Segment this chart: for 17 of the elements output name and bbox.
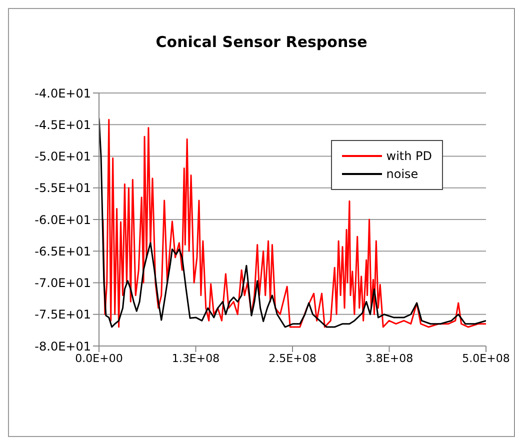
y-tick-label: -5.5E+01 <box>34 181 91 196</box>
x-tick-label: 5.0E+08 <box>462 352 510 365</box>
chart-title: Conical Sensor Response <box>154 32 368 53</box>
y-tick-label: -4.0E+01 <box>34 86 91 100</box>
legend-label: with PD <box>386 149 432 163</box>
y-tick-label: -6.0E+01 <box>34 212 91 227</box>
x-tick-label: 0.0E+00 <box>75 352 123 365</box>
y-tick-label: -8.0E+01 <box>34 339 91 354</box>
x-tick-label: 3.8E+08 <box>365 352 414 365</box>
y-tick-label: -5.0E+01 <box>34 150 91 164</box>
legend-label: noise <box>386 167 418 181</box>
y-tick-label: -4.5E+01 <box>34 118 91 132</box>
x-tick-label: 2.5E+08 <box>268 352 316 365</box>
y-tick-label: -7.5E+01 <box>34 308 91 322</box>
x-tick-label: 1.3E+08 <box>172 352 220 365</box>
y-tick-label: -6.5E+01 <box>34 244 91 258</box>
y-tick-label: -7.0E+01 <box>34 276 91 290</box>
